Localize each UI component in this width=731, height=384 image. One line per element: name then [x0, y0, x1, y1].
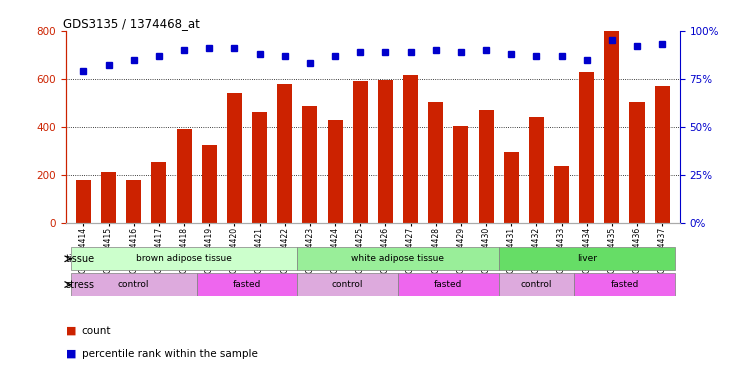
Text: ■: ■ — [66, 326, 76, 336]
Bar — [298, 247, 499, 270]
Bar — [529, 117, 544, 223]
Bar — [655, 86, 670, 223]
Bar — [629, 101, 645, 223]
Text: control: control — [332, 280, 363, 289]
Bar — [71, 273, 197, 296]
Bar — [479, 110, 493, 223]
Bar — [428, 101, 443, 223]
Text: fasted: fasted — [434, 280, 463, 289]
Text: tissue: tissue — [65, 254, 94, 264]
Text: ■: ■ — [66, 349, 76, 359]
Bar — [403, 75, 418, 223]
Bar — [504, 152, 519, 223]
Bar — [101, 172, 116, 223]
Bar — [277, 84, 292, 223]
Text: control: control — [118, 280, 149, 289]
Text: control: control — [520, 280, 552, 289]
Bar — [298, 273, 398, 296]
Text: fasted: fasted — [232, 280, 261, 289]
Bar — [151, 162, 167, 223]
Bar — [202, 145, 217, 223]
Text: GDS3135 / 1374468_at: GDS3135 / 1374468_at — [63, 17, 200, 30]
Bar — [352, 81, 368, 223]
Bar — [227, 93, 242, 223]
Text: percentile rank within the sample: percentile rank within the sample — [82, 349, 258, 359]
Bar — [499, 273, 574, 296]
Text: liver: liver — [577, 254, 596, 263]
Text: stress: stress — [65, 280, 94, 290]
Bar — [76, 180, 91, 223]
Text: count: count — [82, 326, 111, 336]
Text: white adipose tissue: white adipose tissue — [352, 254, 444, 263]
Bar — [252, 112, 267, 223]
Bar — [176, 129, 192, 223]
Bar — [303, 106, 317, 223]
Bar — [574, 273, 675, 296]
Bar — [126, 180, 141, 223]
Bar — [499, 247, 675, 270]
Bar — [453, 126, 469, 223]
Bar — [71, 247, 298, 270]
Bar — [579, 71, 594, 223]
Bar — [554, 166, 569, 223]
Bar — [605, 31, 619, 223]
Bar — [378, 80, 393, 223]
Text: fasted: fasted — [610, 280, 639, 289]
Bar — [327, 119, 343, 223]
Bar — [197, 273, 298, 296]
Text: brown adipose tissue: brown adipose tissue — [136, 254, 232, 263]
Bar — [398, 273, 499, 296]
